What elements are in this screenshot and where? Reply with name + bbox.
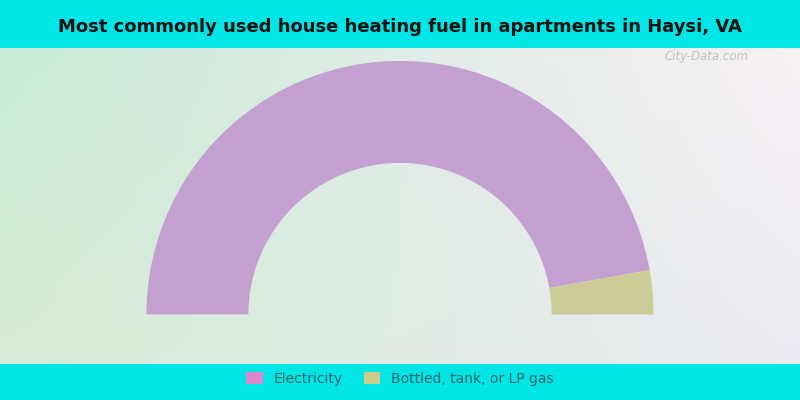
Wedge shape [146, 61, 650, 314]
Wedge shape [550, 270, 654, 314]
Legend: Electricity, Bottled, tank, or LP gas: Electricity, Bottled, tank, or LP gas [240, 366, 560, 391]
Text: City-Data.com: City-Data.com [665, 50, 749, 63]
Text: Most commonly used house heating fuel in apartments in Haysi, VA: Most commonly used house heating fuel in… [58, 18, 742, 36]
